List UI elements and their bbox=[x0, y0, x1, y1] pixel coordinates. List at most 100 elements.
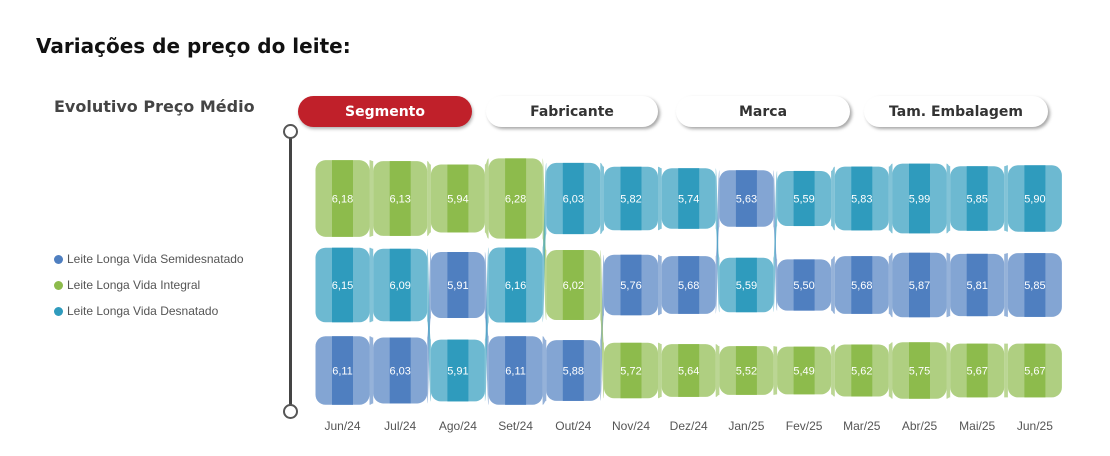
x-tick-label: Jul/24 bbox=[384, 419, 416, 433]
x-tick-label: Jan/25 bbox=[728, 419, 764, 433]
ribbon-link-semidesnatado-11 bbox=[1004, 253, 1008, 317]
data-label: 5,85 bbox=[966, 194, 987, 206]
ribbon-link-integral-11 bbox=[1004, 343, 1008, 398]
bar-desnatado-0 bbox=[332, 247, 353, 323]
legend-marker-integral bbox=[54, 280, 63, 290]
ribbon-link-integral-1 bbox=[427, 161, 431, 236]
bar-desnatado-6 bbox=[678, 168, 700, 229]
data-label: 6,28 bbox=[505, 194, 526, 206]
data-label: 6,03 bbox=[563, 194, 584, 206]
data-label: 5,52 bbox=[736, 366, 757, 378]
bar-desnatado-1 bbox=[389, 248, 411, 322]
x-tick-label: Set/24 bbox=[498, 419, 533, 433]
bar-semidesnatado-2 bbox=[447, 252, 469, 318]
ribbon-link-desnatado-11 bbox=[1004, 165, 1008, 232]
tab-fabricante[interactable]: Fabricante bbox=[486, 96, 658, 127]
bar-semidesnatado-1 bbox=[389, 337, 411, 404]
ribbon-link-integral-6 bbox=[715, 344, 720, 397]
time-slider-start-handle[interactable] bbox=[283, 124, 298, 139]
bar-integral-9 bbox=[851, 344, 873, 397]
bar-integral-10 bbox=[909, 342, 930, 399]
data-label: 5,88 bbox=[563, 366, 584, 378]
legend-item-desnatado: Leite Longa Vida Desnatado bbox=[54, 298, 244, 324]
data-label: 6,16 bbox=[505, 280, 526, 292]
bar-integral-8 bbox=[793, 346, 815, 395]
x-tick-label: Mai/25 bbox=[959, 419, 995, 433]
ribbon-link-integral-7 bbox=[773, 346, 778, 395]
data-label: 6,11 bbox=[332, 366, 353, 378]
data-label: 5,76 bbox=[620, 280, 641, 292]
x-tick-label: Jun/24 bbox=[324, 419, 360, 433]
bar-semidesnatado-5 bbox=[620, 254, 642, 316]
bar-integral-12 bbox=[1024, 343, 1046, 398]
ribbon-link-integral-4 bbox=[600, 250, 604, 399]
bar-integral-7 bbox=[735, 346, 757, 395]
data-label: 5,68 bbox=[678, 280, 699, 292]
tab-segmento[interactable]: Segmento bbox=[298, 96, 472, 127]
ribbon-link-semidesnatado-3 bbox=[542, 336, 547, 405]
bar-semidesnatado-12 bbox=[1024, 253, 1046, 317]
x-tick-label: Out/24 bbox=[555, 419, 591, 433]
data-label: 5,59 bbox=[736, 280, 757, 292]
data-label: 6,09 bbox=[389, 280, 410, 292]
x-tick-label: Mar/25 bbox=[843, 419, 881, 433]
bar-desnatado-10 bbox=[909, 163, 930, 234]
ribbon-link-desnatado-7 bbox=[773, 170, 778, 313]
bar-semidesnatado-9 bbox=[851, 256, 873, 314]
bar-desnatado-2 bbox=[447, 339, 469, 402]
data-label: 5,85 bbox=[1024, 280, 1045, 292]
data-label: 5,67 bbox=[1024, 366, 1045, 378]
x-tick-label: Abr/25 bbox=[902, 419, 938, 433]
ribbon-link-desnatado-2 bbox=[484, 247, 489, 402]
bar-integral-2 bbox=[447, 164, 469, 233]
data-label: 5,64 bbox=[678, 366, 699, 378]
ribbon-link-desnatado-4 bbox=[600, 162, 604, 235]
data-label: 6,02 bbox=[563, 280, 584, 292]
data-label: 5,68 bbox=[851, 280, 872, 292]
data-label: 5,94 bbox=[447, 194, 468, 206]
data-label: 5,59 bbox=[793, 194, 814, 206]
bar-desnatado-3 bbox=[505, 247, 527, 323]
bar-desnatado-9 bbox=[851, 166, 873, 231]
ribbon-link-integral-8 bbox=[831, 344, 835, 397]
data-label: 5,91 bbox=[447, 280, 468, 292]
ribbon-link-desnatado-5 bbox=[658, 166, 662, 231]
ribbon-link-desnatado-0 bbox=[369, 247, 374, 323]
data-label: 5,49 bbox=[793, 366, 814, 378]
tab-marca[interactable]: Marca bbox=[676, 96, 850, 127]
ribbon-link-desnatado-3 bbox=[542, 162, 547, 323]
ribbon-link-desnatado-8 bbox=[831, 166, 835, 231]
legend-label-desnatado: Leite Longa Vida Desnatado bbox=[67, 304, 219, 318]
page-heading: Variações de preço do leite: bbox=[36, 34, 351, 58]
legend-label-integral: Leite Longa Vida Integral bbox=[67, 278, 201, 292]
ribbon-link-integral-10 bbox=[946, 342, 951, 399]
legend-marker-semidesnatado bbox=[54, 254, 63, 264]
tab-tam-embalagem[interactable]: Tam. Embalagem bbox=[864, 96, 1048, 127]
bar-desnatado-5 bbox=[620, 166, 642, 231]
data-label: 6,03 bbox=[389, 366, 410, 378]
bar-desnatado-8 bbox=[793, 170, 815, 227]
time-slider-end-handle[interactable] bbox=[283, 404, 298, 419]
data-label: 5,74 bbox=[678, 194, 699, 206]
ribbon-link-integral-0 bbox=[369, 160, 374, 237]
data-label: 5,87 bbox=[909, 280, 930, 292]
x-tick-label: Nov/24 bbox=[612, 419, 650, 433]
data-label: 5,72 bbox=[620, 366, 641, 378]
ribbon-link-semidesnatado-0 bbox=[369, 336, 374, 405]
bar-integral-5 bbox=[620, 342, 642, 399]
ribbon-link-desnatado-1 bbox=[427, 248, 431, 402]
time-slider-track[interactable] bbox=[289, 131, 292, 413]
ribbon-link-integral-5 bbox=[658, 342, 662, 399]
bar-semidesnatado-10 bbox=[909, 252, 930, 318]
x-tick-label: Fev/25 bbox=[786, 419, 823, 433]
x-tick-label: Jun/25 bbox=[1017, 419, 1053, 433]
ribbon-link-desnatado-6 bbox=[715, 168, 720, 313]
bar-semidesnatado-4 bbox=[562, 340, 584, 401]
bar-semidesnatado-11 bbox=[966, 253, 988, 317]
bar-integral-11 bbox=[966, 343, 988, 398]
data-label: 5,90 bbox=[1024, 194, 1045, 206]
bar-semidesnatado-8 bbox=[793, 259, 815, 311]
legend-item-semidesnatado: Leite Longa Vida Semidesnatado bbox=[54, 246, 244, 272]
bar-integral-3 bbox=[505, 158, 527, 239]
